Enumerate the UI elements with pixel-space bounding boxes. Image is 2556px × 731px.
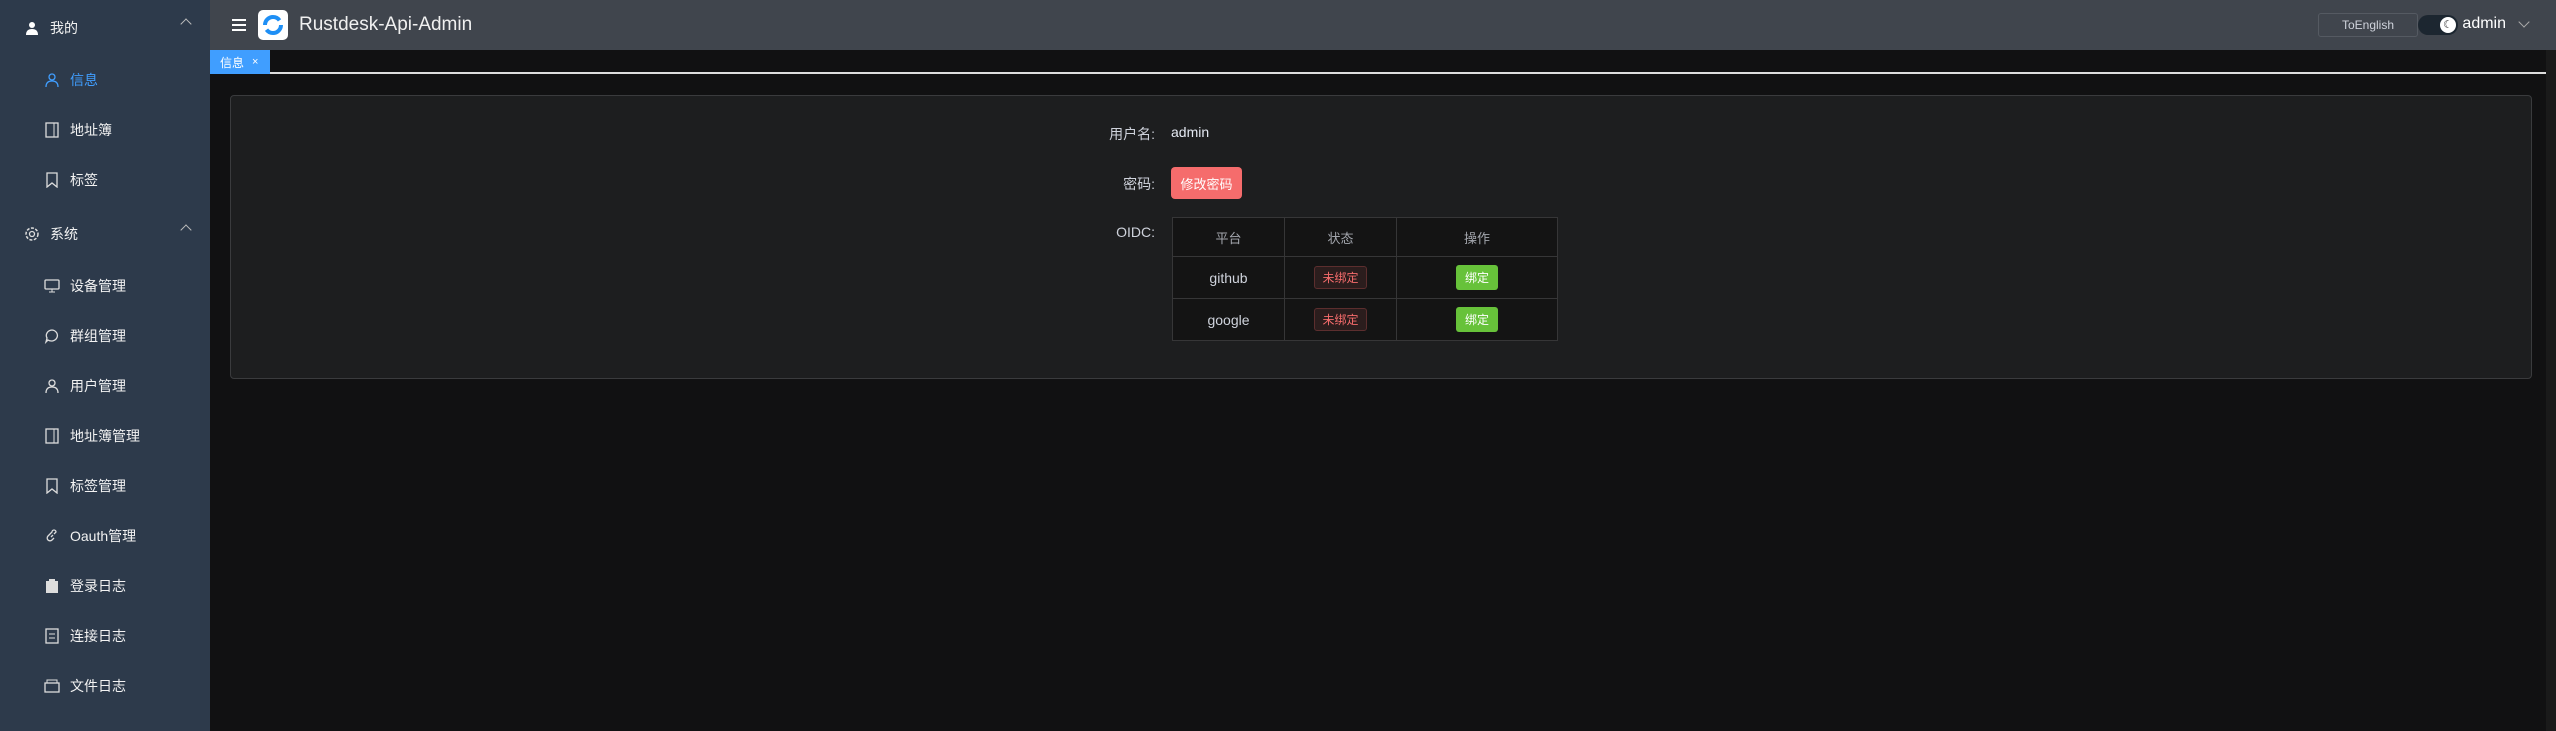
sidebar-item-label: 地址簿 bbox=[70, 122, 112, 138]
column-header: 操作 bbox=[1396, 217, 1558, 257]
status-cell: 未绑定 bbox=[1284, 256, 1397, 299]
sidebar-item-label: 连接日志 bbox=[70, 628, 126, 644]
sidebar-item-label: 地址簿管理 bbox=[70, 428, 140, 444]
scrollbar[interactable] bbox=[2546, 50, 2556, 731]
top-header: Rustdesk-Api-Admin ToEnglish ☾ admin bbox=[210, 0, 2556, 50]
sidebar-item-tags[interactable]: 标签 bbox=[0, 155, 210, 205]
tab-bar: 信息 × bbox=[210, 50, 2546, 74]
monitor-icon bbox=[44, 278, 60, 294]
notebook-icon bbox=[44, 428, 60, 444]
column-header: 状态 bbox=[1284, 217, 1397, 257]
column-header: 平台 bbox=[1172, 217, 1285, 257]
sidebar-group-label: 我的 bbox=[50, 20, 78, 36]
sidebar-item-label: 用户管理 bbox=[70, 378, 126, 394]
change-password-button[interactable]: 修改密码 bbox=[1171, 167, 1242, 199]
chat-bubble-icon bbox=[44, 328, 60, 344]
sidebar-item-label: 设备管理 bbox=[70, 278, 126, 294]
bind-button[interactable]: 绑定 bbox=[1455, 307, 1498, 332]
dark-mode-toggle[interactable]: ☾ bbox=[2418, 15, 2458, 35]
tab-info[interactable]: 信息 × bbox=[210, 50, 270, 74]
platform-cell: github bbox=[1172, 256, 1285, 299]
sidebar-item-devices[interactable]: 设备管理 bbox=[0, 261, 210, 311]
box-icon bbox=[44, 678, 60, 694]
password-label: 密码: bbox=[1123, 176, 1155, 192]
sidebar-item-users[interactable]: 用户管理 bbox=[0, 361, 210, 411]
sidebar-item-address-book-admin[interactable]: 地址簿管理 bbox=[0, 411, 210, 461]
clipboard-icon bbox=[44, 578, 60, 594]
sidebar-item-tags-admin[interactable]: 标签管理 bbox=[0, 461, 210, 511]
sidebar-group-label: 系统 bbox=[50, 226, 78, 242]
close-icon[interactable]: × bbox=[252, 56, 259, 68]
user-outline-icon bbox=[44, 72, 60, 88]
sidebar-group-mine[interactable]: 我的 bbox=[0, 3, 210, 53]
sidebar-item-file-log[interactable]: 文件日志 bbox=[0, 661, 210, 711]
sidebar-item-label: 登录日志 bbox=[70, 578, 126, 594]
link-icon bbox=[44, 528, 60, 544]
username-value: admin bbox=[1171, 124, 1210, 140]
sidebar-item-label: Oauth管理 bbox=[70, 528, 137, 544]
sidebar-item-label: 文件日志 bbox=[70, 678, 126, 694]
table-row: github 未绑定 绑定 bbox=[1172, 256, 1558, 299]
sidebar-item-label: 标签管理 bbox=[70, 478, 126, 494]
sidebar-item-label: 群组管理 bbox=[70, 328, 126, 344]
tab-label: 信息 bbox=[220, 55, 245, 70]
bind-button[interactable]: 绑定 bbox=[1455, 265, 1498, 290]
sidebar-item-oauth[interactable]: Oauth管理 bbox=[0, 511, 210, 561]
sidebar-item-address-book[interactable]: 地址簿 bbox=[0, 105, 210, 155]
sidebar-item-label: 信息 bbox=[70, 72, 98, 88]
user-menu[interactable]: admin bbox=[2462, 15, 2506, 32]
chevron-up-icon bbox=[180, 18, 192, 30]
sidebar-item-connection-log[interactable]: 连接日志 bbox=[0, 611, 210, 661]
app-logo bbox=[258, 10, 288, 40]
menu-toggle-icon[interactable] bbox=[232, 19, 246, 31]
app-title: Rustdesk-Api-Admin bbox=[299, 14, 473, 35]
user-outline-icon bbox=[44, 378, 60, 394]
notebook-icon bbox=[44, 122, 60, 138]
moon-icon: ☾ bbox=[2440, 17, 2456, 33]
sidebar: 我的 信息 地址簿 标签 系统 设备管理 群组管理 用户管理 地址簿管理 标签管… bbox=[0, 0, 210, 731]
user-icon bbox=[24, 20, 40, 36]
chevron-down-icon[interactable] bbox=[2518, 16, 2530, 28]
bookmark-icon bbox=[44, 172, 60, 188]
status-badge: 未绑定 bbox=[1314, 308, 1367, 331]
oidc-table: 平台 状态 操作 github 未绑定 绑定 google 未绑定 绑定 bbox=[1172, 217, 1558, 341]
chevron-up-icon bbox=[180, 224, 192, 236]
status-cell: 未绑定 bbox=[1284, 298, 1397, 341]
table-row: google 未绑定 绑定 bbox=[1172, 298, 1558, 341]
bookmark-icon bbox=[44, 478, 60, 494]
sidebar-item-login-log[interactable]: 登录日志 bbox=[0, 561, 210, 611]
sidebar-item-groups[interactable]: 群组管理 bbox=[0, 311, 210, 361]
sidebar-group-system[interactable]: 系统 bbox=[0, 209, 210, 259]
sidebar-item-info[interactable]: 信息 bbox=[0, 55, 210, 105]
to-english-button[interactable]: ToEnglish bbox=[2318, 13, 2418, 37]
gear-icon bbox=[24, 226, 40, 242]
username-label: 用户名: bbox=[1109, 126, 1155, 142]
sidebar-item-label: 标签 bbox=[70, 172, 98, 188]
action-cell: 绑定 bbox=[1396, 256, 1558, 299]
action-cell: 绑定 bbox=[1396, 298, 1558, 341]
profile-card: 用户名: admin 密码: 修改密码 OIDC: 平台 状态 操作 githu… bbox=[230, 95, 2532, 379]
oidc-label: OIDC: bbox=[1116, 224, 1155, 240]
table-header-row: 平台 状态 操作 bbox=[1172, 217, 1558, 257]
platform-cell: google bbox=[1172, 298, 1285, 341]
status-badge: 未绑定 bbox=[1314, 266, 1367, 289]
document-icon bbox=[44, 628, 60, 644]
